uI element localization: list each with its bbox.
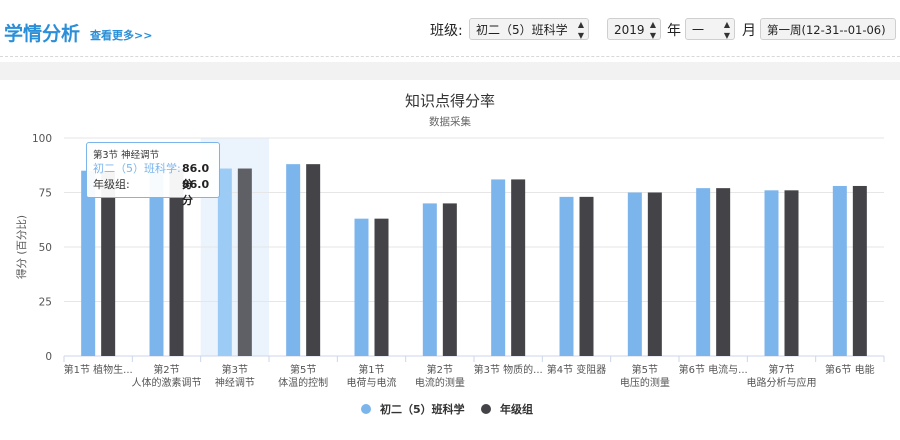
- x-tick-label: 第4节 变阻器: [547, 363, 607, 376]
- bar-class: [422, 203, 437, 356]
- bar-grade: [784, 190, 799, 356]
- y-tick-label: 0: [45, 351, 52, 363]
- bar-grade: [511, 179, 526, 356]
- x-tick-label: 电荷与电流: [347, 376, 397, 389]
- x-tick-label: 第1节 植物生...: [64, 363, 133, 376]
- bar-grade: [579, 196, 594, 356]
- select-arrows-icon: ▲ ▼: [723, 20, 730, 40]
- bar-grade: [442, 203, 457, 356]
- tooltip-row-class: 初二（5）班科学: 86.0 分: [93, 161, 213, 191]
- month-select[interactable]: 一 ▲ ▼: [685, 18, 735, 40]
- class-label: 班级:: [430, 23, 463, 39]
- tooltip-row-grade-value: 86.0 分: [182, 178, 210, 207]
- view-more-link[interactable]: 查看更多>>: [90, 29, 153, 42]
- bar-grade: [647, 192, 662, 356]
- tooltip-row-class-value: 86.0 分: [182, 162, 210, 191]
- x-tick-label: 第3节 物质的...: [474, 363, 543, 376]
- tooltip-title: 第3节 神经调节: [93, 150, 160, 161]
- x-tick-label: 第5节: [290, 363, 316, 376]
- tooltip-row-grade-label: 年级组:: [93, 178, 130, 191]
- chart-tooltip: 第3节 神经调节 初二（5）班科学: 86.0 分 年级组: 86.0 分: [86, 142, 220, 207]
- bar-grade: [169, 168, 184, 356]
- bar-grade: [101, 170, 116, 356]
- tooltip-row-grade: 年级组: 86.0 分: [93, 177, 213, 207]
- x-tick-label: 第6节 电流与...: [679, 363, 748, 376]
- x-tick-label: 第2节: [427, 363, 453, 376]
- header-divider: [0, 56, 900, 57]
- select-arrows-icon: ▲ ▼: [649, 20, 656, 40]
- legend-marker-class: [361, 404, 371, 414]
- bar-class: [286, 164, 301, 356]
- section-gap: [0, 62, 900, 80]
- bar-class: [81, 170, 96, 356]
- x-tick-label: 神经调节: [215, 376, 255, 389]
- bar-class: [354, 218, 369, 356]
- x-tick-label: 第6节 电能: [825, 363, 875, 376]
- page-title: 学情分析: [4, 23, 81, 45]
- top-bar: 学情分析 查看更多>> 班级: 初二（5）班科学 ▲ ▼ 2019 ▲ ▼ 年 一 …: [0, 0, 900, 62]
- select-arrows-icon: ▲ ▼: [577, 20, 584, 40]
- y-axis-label: 得分 (百分比): [15, 215, 28, 279]
- class-select-value: 初二（5）班科学: [476, 23, 568, 37]
- x-tick-label: 电流的测量: [415, 376, 465, 389]
- bar-class: [764, 190, 779, 356]
- bar-class: [696, 188, 711, 356]
- chart-subtitle: 数据采集: [429, 115, 471, 128]
- week-select-value: 第一周(12-31--01-06): [767, 23, 886, 37]
- year-select-value: 2019: [614, 23, 645, 37]
- bar-grade: [237, 168, 252, 356]
- week-select[interactable]: 第一周(12-31--01-06): [760, 18, 896, 40]
- tooltip-row-class-label: 初二（5）班科学:: [93, 162, 181, 175]
- bar-grade: [374, 218, 389, 356]
- bar-class: [491, 179, 506, 356]
- x-tick-label: 体温的控制: [278, 376, 328, 389]
- bar-grade: [852, 185, 867, 356]
- y-tick-label: 50: [39, 242, 52, 254]
- class-select[interactable]: 初二（5）班科学 ▲ ▼: [469, 18, 589, 40]
- bar-class: [559, 196, 574, 356]
- year-select[interactable]: 2019 ▲ ▼: [607, 18, 661, 40]
- bar-class: [149, 168, 164, 356]
- y-tick-label: 75: [39, 188, 52, 200]
- bar-class: [217, 168, 232, 356]
- x-tick-label: 人体的激素调节: [132, 376, 202, 389]
- y-tick-label: 25: [39, 297, 52, 309]
- bar-grade: [716, 188, 731, 356]
- legend-label-class: 初二（5）班科学: [380, 402, 465, 416]
- x-tick-label: 电压的测量: [620, 376, 670, 389]
- chart-title: 知识点得分率: [405, 92, 495, 110]
- month-select-value: 一: [692, 23, 705, 37]
- x-tick-label: 第7节: [768, 363, 794, 376]
- legend-marker-grade: [481, 404, 491, 414]
- bar-class: [832, 185, 847, 356]
- month-label: 月: [742, 23, 756, 39]
- x-tick-label: 电路分析与应用: [747, 376, 817, 389]
- legend-label-grade: 年级组: [500, 402, 533, 416]
- x-tick-label: 第5节: [632, 363, 658, 376]
- x-tick-label: 第3节: [222, 363, 248, 376]
- year-label: 年: [667, 23, 681, 39]
- x-tick-label: 第2节: [153, 363, 179, 376]
- bar-class: [627, 192, 642, 356]
- bar-grade: [306, 164, 321, 356]
- y-tick-label: 100: [32, 133, 52, 145]
- x-tick-label: 第1节: [358, 363, 384, 376]
